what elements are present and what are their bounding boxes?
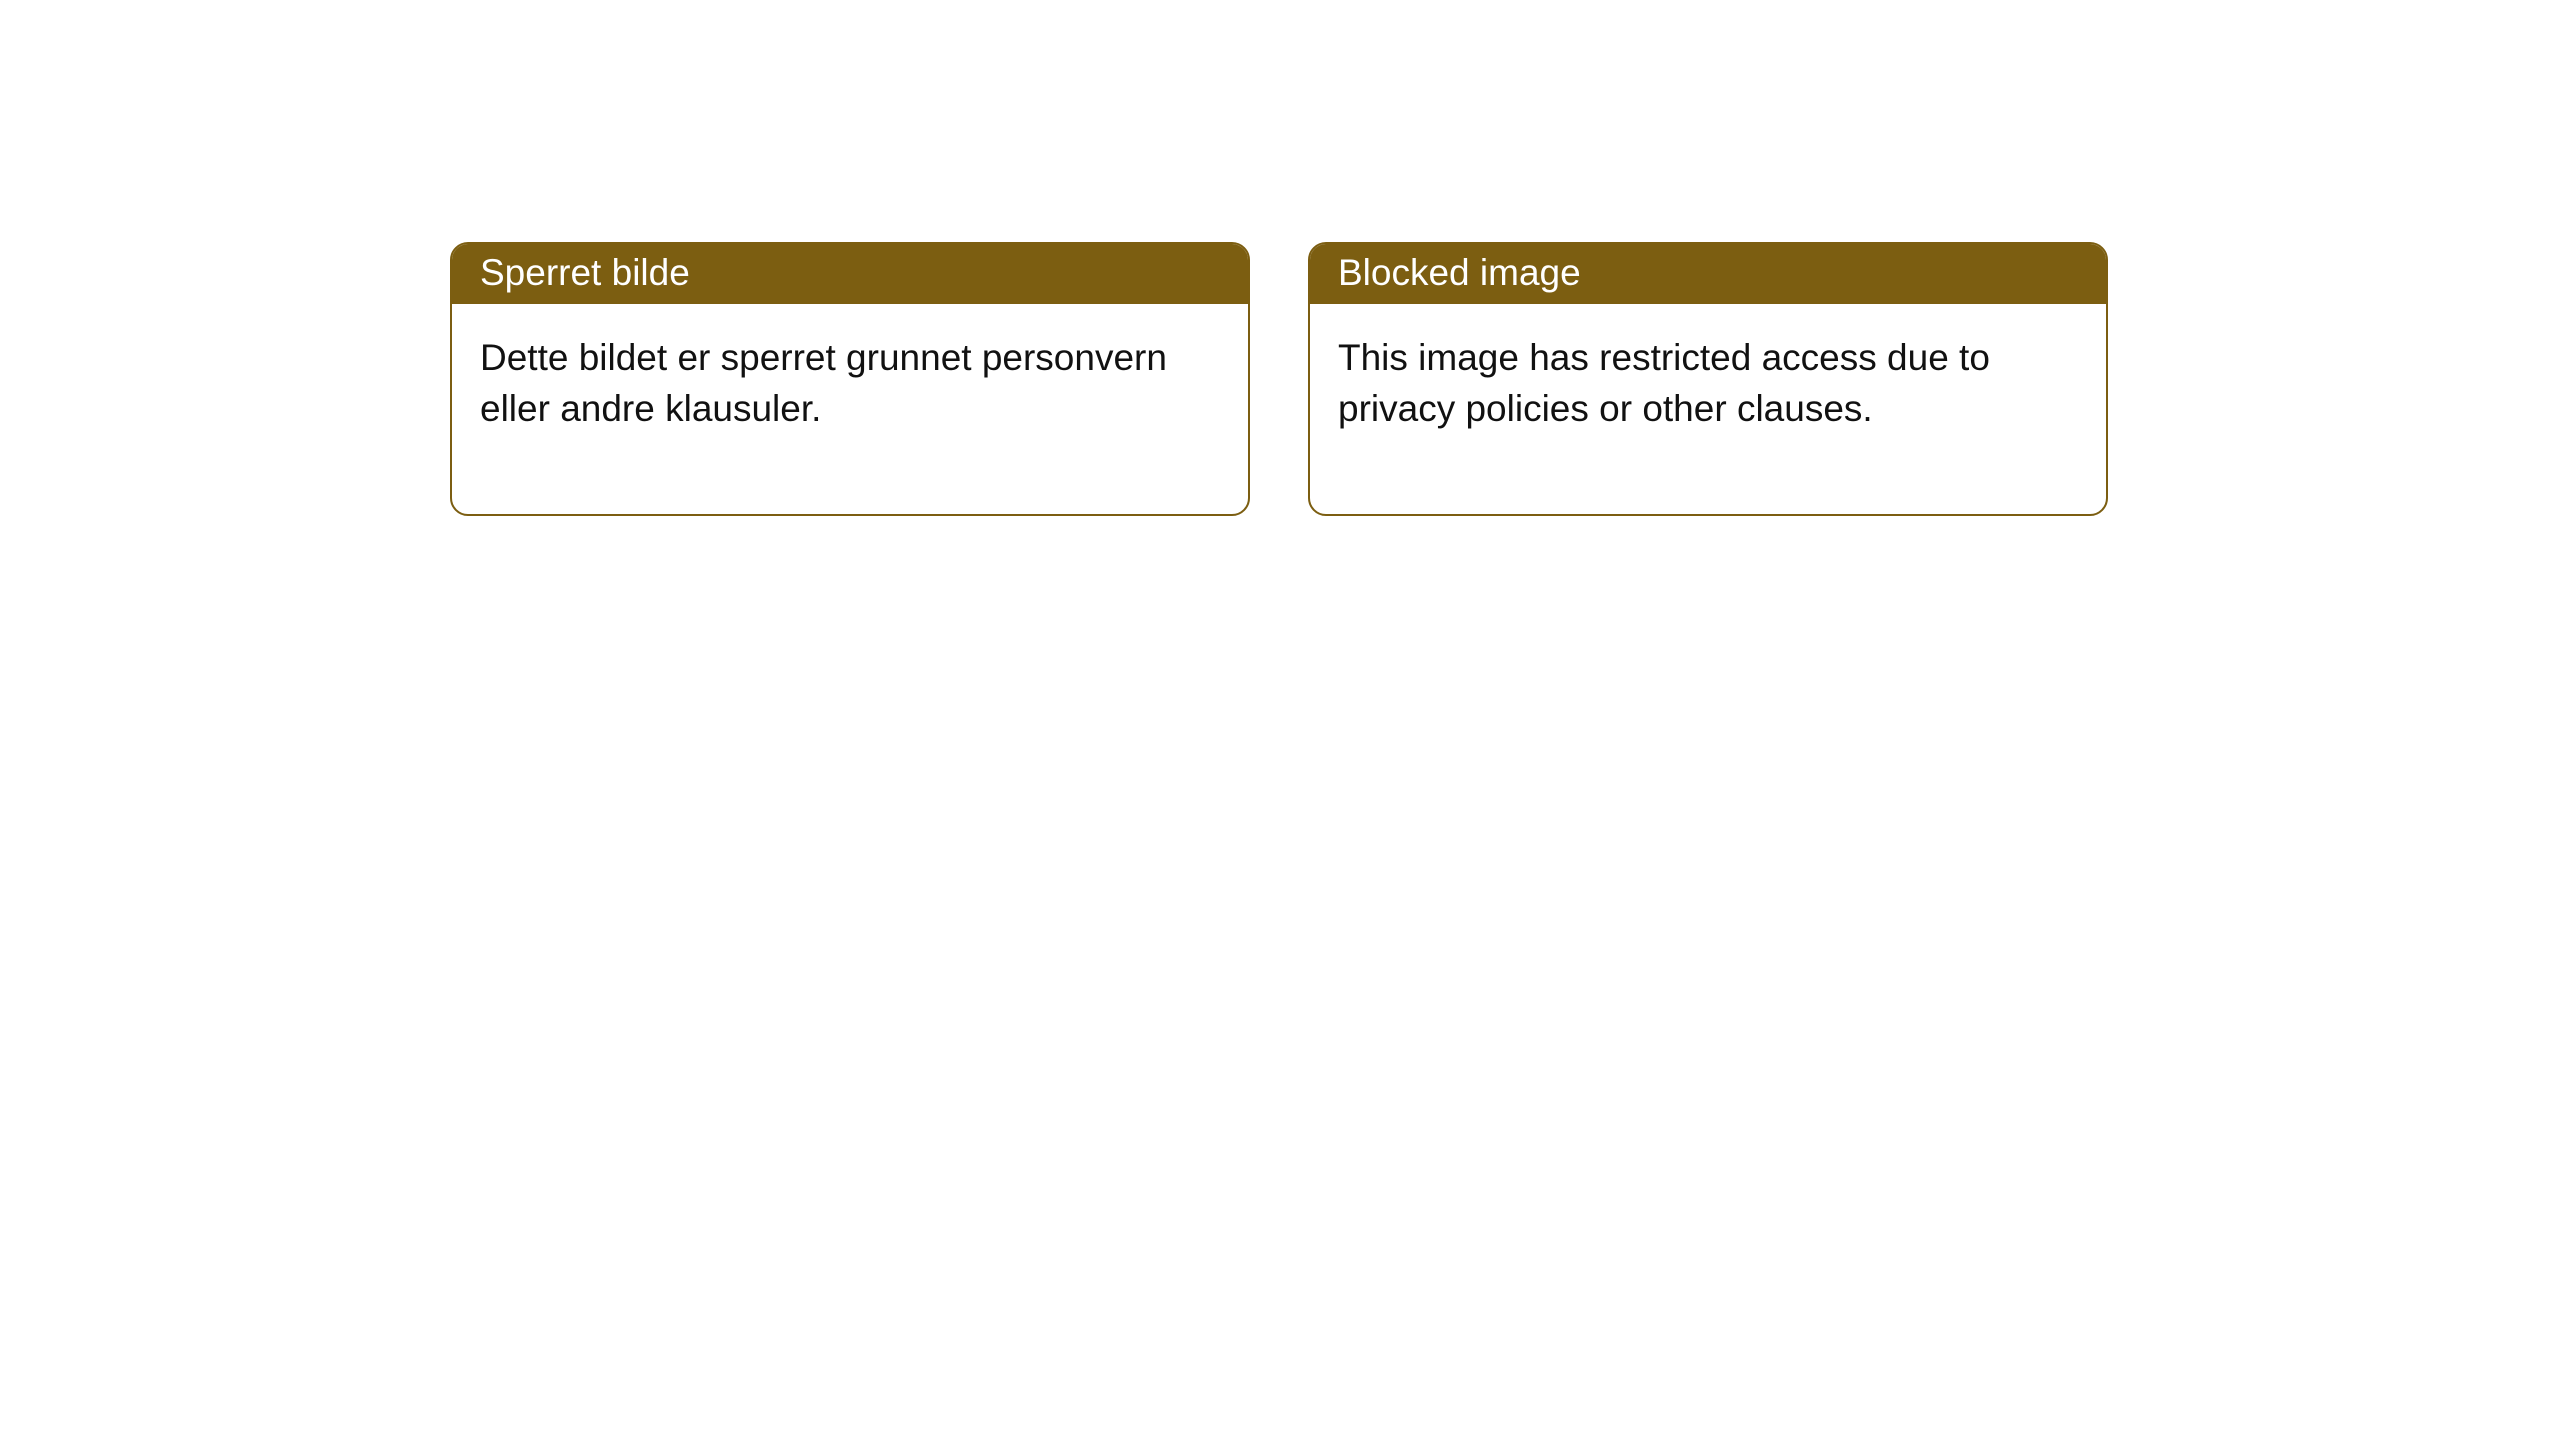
card-header: Sperret bilde	[452, 244, 1248, 304]
notice-card-norwegian: Sperret bilde Dette bildet er sperret gr…	[450, 242, 1250, 516]
card-header: Blocked image	[1310, 244, 2106, 304]
card-body: Dette bildet er sperret grunnet personve…	[452, 304, 1248, 514]
card-body: This image has restricted access due to …	[1310, 304, 2106, 514]
notice-card-english: Blocked image This image has restricted …	[1308, 242, 2108, 516]
notice-container: Sperret bilde Dette bildet er sperret gr…	[450, 242, 2108, 516]
